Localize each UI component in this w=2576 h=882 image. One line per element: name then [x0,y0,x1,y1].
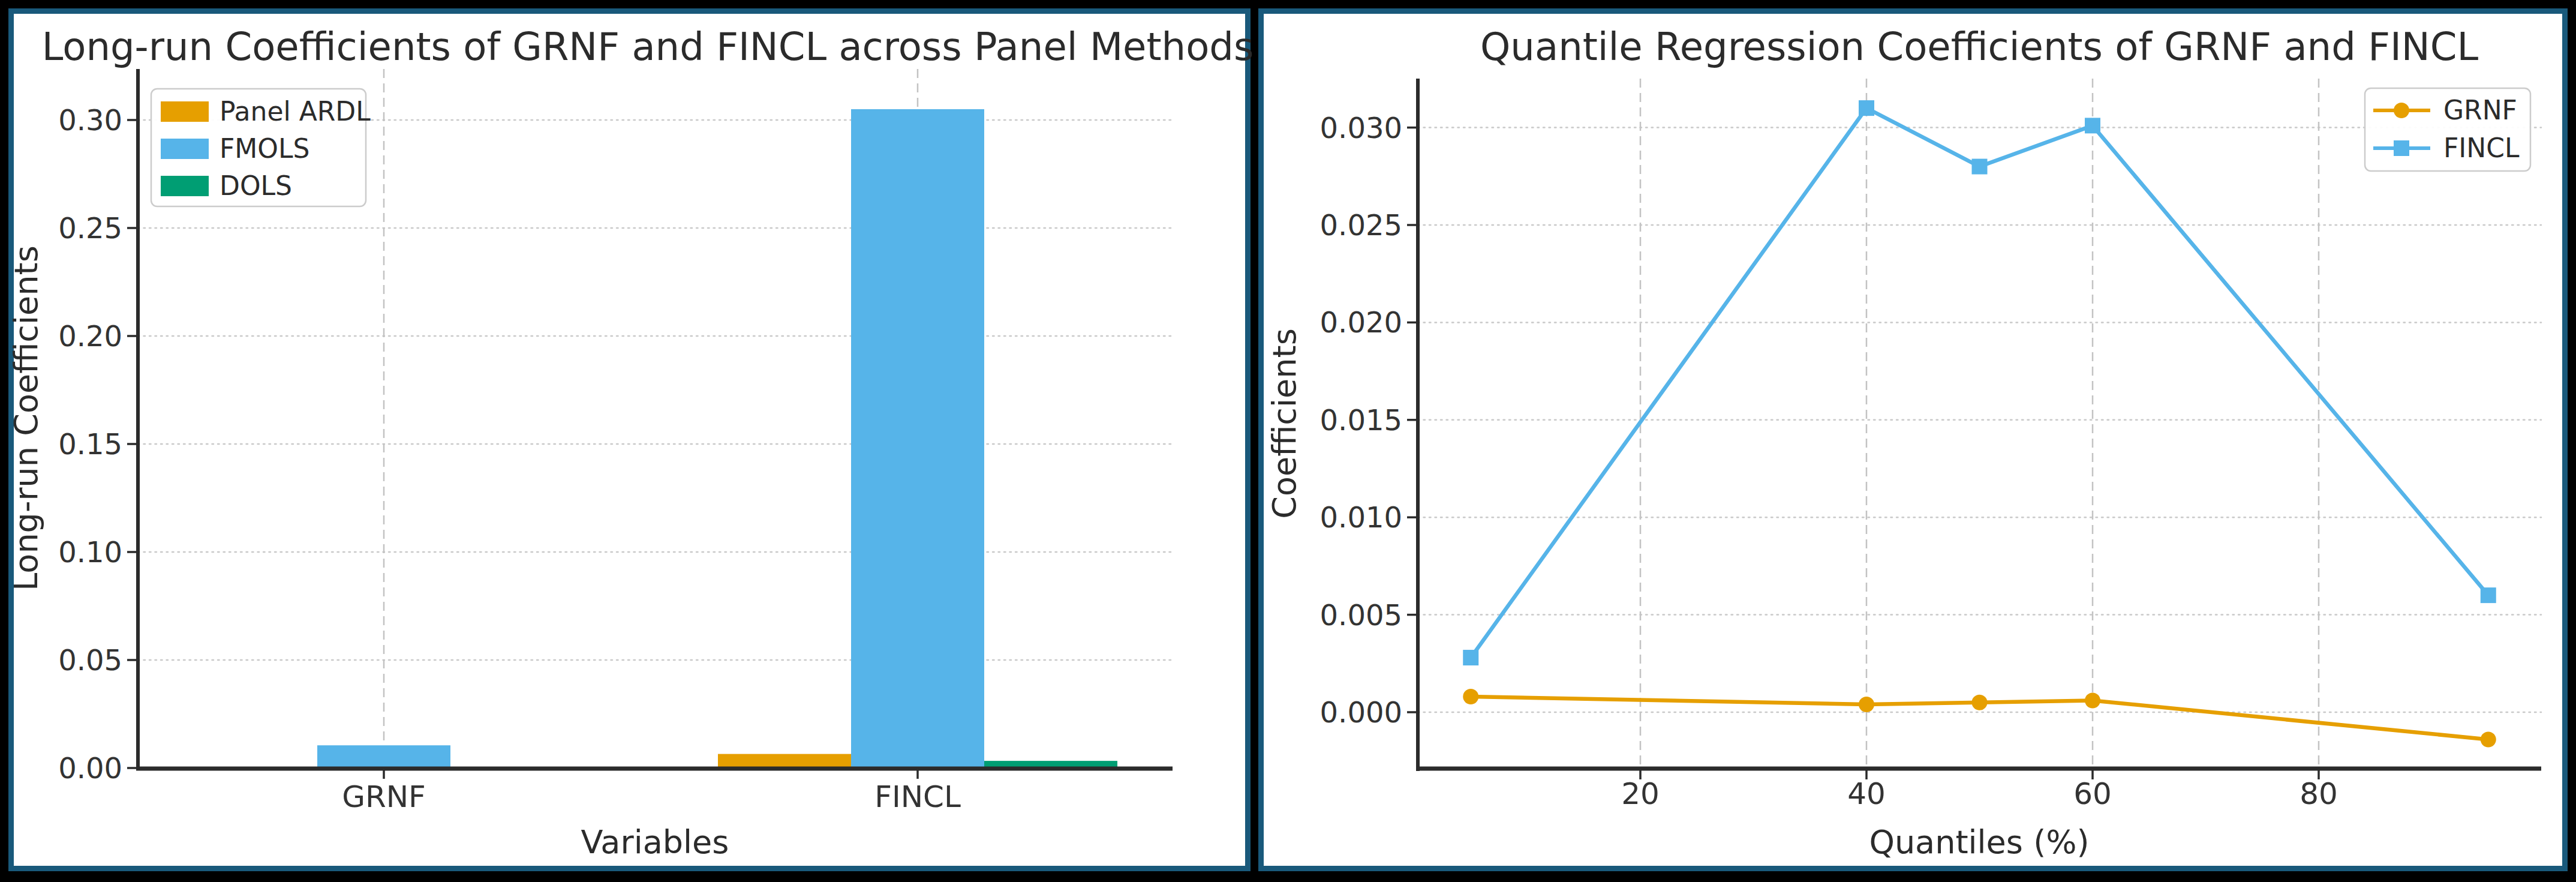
legend-label: FINCL [2443,133,2520,163]
marker-fincl-50 [1972,159,1988,175]
y-tick-label: 0.005 [1320,598,1402,632]
y-tick-label: 0.030 [1320,111,1402,145]
bar-fmols-fincl [851,109,984,768]
y-tick-label: 0.020 [1320,305,1402,339]
right-panel: 0.000 0.005 0.010 0.015 0.020 0.025 0.030 20 40 6… [1258,8,2568,871]
x-tick-label: 80 [2300,776,2338,811]
legend-label: FMOLS [220,133,309,164]
bar-panel-ardl-fincl [718,754,851,768]
legend-label: Panel ARDL [220,96,371,127]
legend-marker-fincl [2394,140,2409,156]
marker-fincl-40 [1859,100,1874,116]
x-tick-label: 60 [2073,776,2112,811]
y-tick-label: 0.10 [58,535,122,569]
x-tick-label: 20 [1621,776,1660,811]
legend-label: DOLS [220,170,292,201]
y-tick-label: 0.30 [58,103,122,137]
figure-canvas: 0.00 0.05 0.10 0.15 0.20 0.25 0.30 GRNF FINCL Pan… [0,0,2576,882]
y-tick-label: 0.015 [1320,403,1402,437]
marker-grnf-5 [1463,689,1478,704]
marker-fincl-95 [2481,587,2496,603]
legend-swatch-panel-ardl [161,101,209,122]
marker-fincl-60 [2085,118,2100,133]
legend-swatch-fmols [161,139,209,159]
right-chart-xlabel: Quantiles (%) [1869,823,2089,861]
y-tick-label: 0.15 [58,427,122,461]
y-tick-label: 0.000 [1320,695,1402,729]
legend-marker-grnf [2394,103,2409,118]
x-tick-label: 40 [1847,776,1886,811]
marker-grnf-95 [2481,731,2496,747]
left-chart-xlabel: Variables [581,823,729,861]
right-chart-title: Quantile Regression Coefficients of GRNF… [1480,25,2478,69]
x-tick-label: GRNF [342,779,426,814]
x-tick-label: FINCL [874,779,961,814]
marker-grnf-40 [1859,697,1874,712]
y-tick-label: 0.20 [58,319,122,353]
y-tick-label: 0.025 [1320,208,1402,242]
y-tick-label: 0.00 [58,751,122,785]
bar-fmols-grnf [317,745,450,768]
y-tick-label: 0.010 [1320,500,1402,534]
y-tick-label: 0.25 [58,211,122,245]
left-chart-ylabel: Long-run Coefficients [7,245,45,591]
left-panel: 0.00 0.05 0.10 0.15 0.20 0.25 0.30 GRNF FINCL Pan… [7,8,1254,871]
legend-label: GRNF [2443,95,2517,125]
marker-fincl-5 [1463,650,1478,665]
marker-grnf-50 [1972,695,1988,710]
right-chart-ylabel: Coefficients [1266,328,1303,519]
marker-grnf-60 [2085,693,2100,709]
legend-swatch-dols [161,176,209,196]
left-chart-title: Long-run Coefficients of GRNF and FINCL … [42,25,1254,69]
y-tick-label: 0.05 [58,643,122,677]
